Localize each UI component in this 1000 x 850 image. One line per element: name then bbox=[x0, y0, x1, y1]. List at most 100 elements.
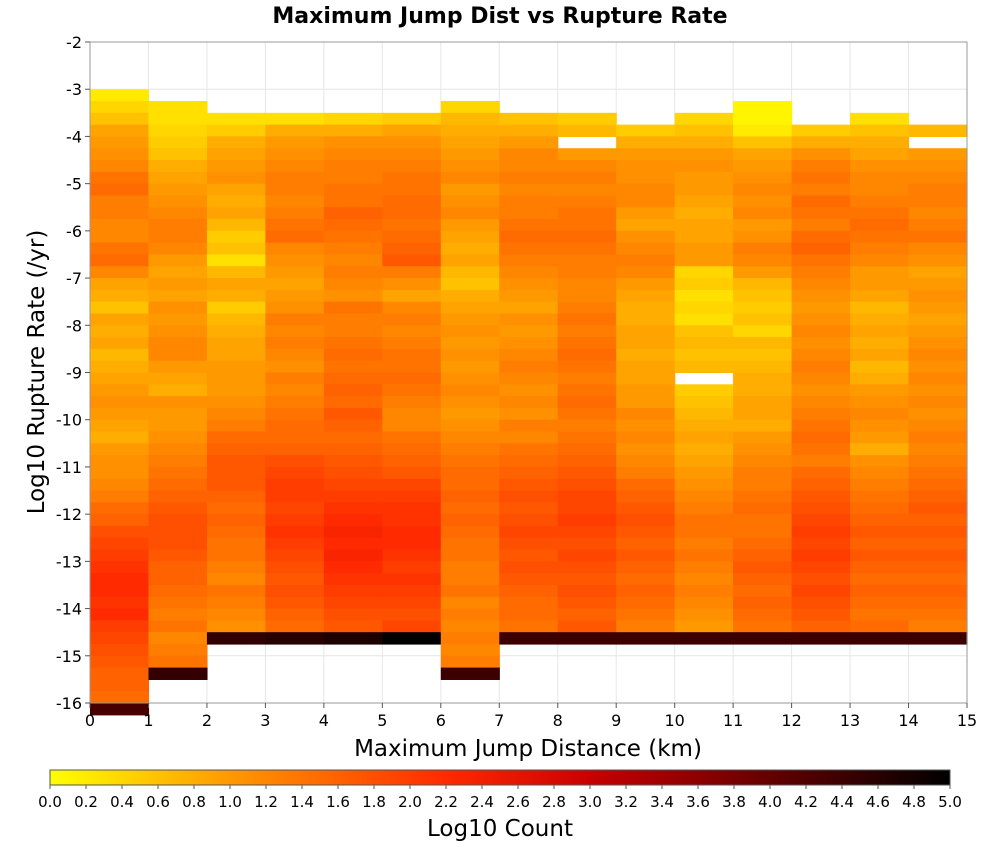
heatmap-cell-1-20 bbox=[148, 337, 208, 350]
heatmap-cell-14-31 bbox=[908, 490, 968, 503]
heatmap-cell-6-36 bbox=[440, 525, 500, 539]
heatmap-cell-2-30 bbox=[206, 466, 266, 480]
heatmap-cell-12-28 bbox=[791, 455, 851, 468]
heatmap-cell-5-10 bbox=[382, 230, 442, 244]
heatmap-cell-6-12 bbox=[440, 242, 500, 256]
heatmap-cell-11-22 bbox=[733, 360, 793, 374]
heatmap-cell-1-1 bbox=[148, 112, 208, 126]
heatmap-cell-3-18 bbox=[265, 325, 325, 338]
heatmap-cell-12-23 bbox=[791, 396, 851, 409]
heatmap-cell-9-23 bbox=[616, 396, 676, 409]
heatmap-cell-4-18 bbox=[323, 325, 383, 338]
heatmap-cell-6-45 bbox=[440, 632, 500, 645]
heatmap-cell-0-20 bbox=[90, 325, 150, 338]
heatmap-cell-8-29 bbox=[557, 455, 617, 468]
heatmap-cell-6-17 bbox=[440, 301, 500, 315]
heatmap-cell-13-17 bbox=[850, 313, 910, 326]
heatmap-cell-0-32 bbox=[90, 466, 150, 480]
heatmap-cell-11-9 bbox=[733, 207, 793, 220]
heatmap-cell-3-0 bbox=[265, 112, 325, 126]
heatmap-cell-4-21 bbox=[323, 360, 383, 374]
heatmap-cell-6-43 bbox=[440, 608, 500, 621]
heatmap-cell-3-44 bbox=[265, 632, 325, 645]
heatmap-cell-2-17 bbox=[206, 313, 266, 326]
heatmap-cell-12-21 bbox=[791, 372, 851, 385]
heatmap-cell-10-35 bbox=[674, 525, 734, 539]
heatmap-cell-14-26 bbox=[908, 431, 968, 444]
heatmap-cell-7-7 bbox=[499, 195, 559, 208]
heatmap-cell-4-20 bbox=[323, 348, 383, 362]
heatmap-cell-5-23 bbox=[382, 384, 442, 397]
heatmap-cell-1-25 bbox=[148, 396, 208, 409]
heatmap-cell-10-24 bbox=[674, 396, 734, 409]
heatmap-cell-12-12 bbox=[791, 266, 851, 279]
heatmap-cell-6-42 bbox=[440, 596, 500, 610]
heatmap-cell-0-25 bbox=[90, 384, 150, 397]
heatmap-cell-12-43 bbox=[791, 632, 851, 645]
colorbar-tick-label-12: 2.4 bbox=[470, 793, 494, 811]
heatmap-cell-1-7 bbox=[148, 183, 208, 197]
heatmap-cell-5-20 bbox=[382, 348, 442, 362]
heatmap-cell-7-0 bbox=[499, 112, 559, 126]
heatmap-cell-8-38 bbox=[557, 561, 617, 574]
heatmap-cell-1-32 bbox=[148, 478, 208, 492]
heatmap-cell-5-27 bbox=[382, 431, 442, 444]
heatmap-cell-12-36 bbox=[791, 549, 851, 562]
heatmap-cell-3-14 bbox=[265, 278, 325, 291]
colorbar-label: Log10 Count bbox=[427, 816, 573, 842]
heatmap-cell-13-23 bbox=[850, 384, 910, 397]
heatmap-cell-1-44 bbox=[148, 620, 208, 633]
heatmap-cell-1-37 bbox=[148, 537, 208, 551]
heatmap-cell-12-0 bbox=[791, 124, 851, 138]
heatmap-cell-0-46 bbox=[90, 632, 150, 645]
heatmap-cell-4-44 bbox=[323, 632, 383, 645]
heatmap-cell-7-36 bbox=[499, 537, 559, 551]
heatmap-cell-1-4 bbox=[148, 148, 208, 161]
heatmap-cell-6-19 bbox=[440, 325, 500, 338]
heatmap-cell-1-11 bbox=[148, 230, 208, 244]
colorbar-tick-label-8: 1.6 bbox=[326, 793, 350, 811]
heatmap-cell-11-24 bbox=[733, 384, 793, 397]
heatmap-cell-0-24 bbox=[90, 372, 150, 385]
heatmap-cell-3-42 bbox=[265, 608, 325, 621]
heatmap-cell-10-0 bbox=[674, 112, 734, 126]
heatmap-cell-10-32 bbox=[674, 490, 734, 503]
heatmap-cell-6-23 bbox=[440, 372, 500, 385]
heatmap-cell-7-17 bbox=[499, 313, 559, 326]
heatmap-cell-11-33 bbox=[733, 490, 793, 503]
heatmap-cell-13-19 bbox=[850, 337, 910, 350]
heatmap-cell-13-44 bbox=[850, 632, 910, 645]
heatmap-cell-11-37 bbox=[733, 537, 793, 551]
heatmap-cell-2-9 bbox=[206, 219, 266, 232]
heatmap-cell-14-10 bbox=[908, 242, 968, 256]
heatmap-cell-11-16 bbox=[733, 289, 793, 303]
heatmap-cell-3-34 bbox=[265, 514, 325, 527]
heatmap-cell-1-10 bbox=[148, 219, 208, 232]
heatmap-cell-2-39 bbox=[206, 573, 266, 586]
heatmap-cell-12-37 bbox=[791, 561, 851, 574]
heatmap-cell-14-30 bbox=[908, 478, 968, 492]
heatmap-cell-5-22 bbox=[382, 372, 442, 385]
heatmap-cell-2-41 bbox=[206, 596, 266, 610]
heatmap-cell-8-5 bbox=[557, 171, 617, 185]
heatmap-cell-5-0 bbox=[382, 112, 442, 126]
heatmap-cell-11-5 bbox=[733, 160, 793, 173]
heatmap-cell-2-14 bbox=[206, 278, 266, 291]
heatmap-cell-12-16 bbox=[791, 313, 851, 326]
heatmap-cell-1-39 bbox=[148, 561, 208, 574]
heatmap-cell-13-29 bbox=[850, 455, 910, 468]
heatmap-cell-13-30 bbox=[850, 466, 910, 480]
heatmap-cell-11-35 bbox=[733, 514, 793, 527]
heatmap-cell-12-10 bbox=[791, 242, 851, 256]
heatmap-cell-12-9 bbox=[791, 230, 851, 244]
heatmap-cell-14-22 bbox=[908, 384, 968, 397]
heatmap-cell-7-10 bbox=[499, 230, 559, 244]
heatmap-cell-13-9 bbox=[850, 219, 910, 232]
heatmap-cell-12-27 bbox=[791, 443, 851, 456]
heatmap-cell-0-37 bbox=[90, 525, 150, 539]
heatmap-cell-8-24 bbox=[557, 396, 617, 409]
heatmap-cell-6-35 bbox=[440, 514, 500, 527]
colorbar-tick-label-22: 4.4 bbox=[830, 793, 854, 811]
heatmap-cell-0-39 bbox=[90, 549, 150, 562]
heatmap-cell-10-19 bbox=[674, 337, 734, 350]
